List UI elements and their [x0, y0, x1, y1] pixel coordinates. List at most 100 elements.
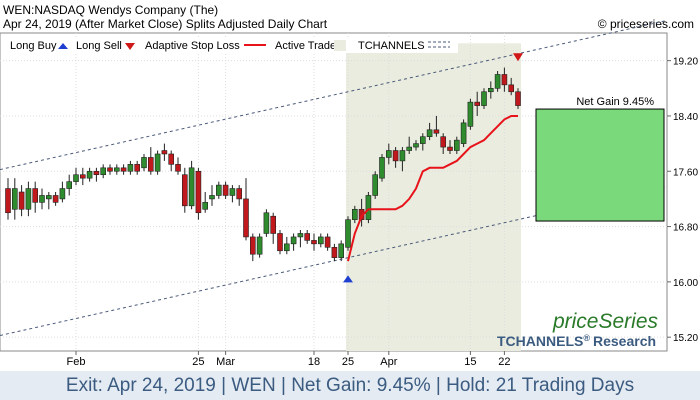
- y-tick-label: 16.80: [673, 223, 698, 234]
- candle-body: [317, 236, 324, 245]
- candle: [304, 230, 311, 244]
- candle: [467, 98, 474, 130]
- candle-body: [338, 243, 345, 258]
- legend-tchannels: TCHANNELS: [358, 40, 425, 52]
- candle-body: [494, 74, 501, 89]
- candle: [168, 150, 174, 172]
- candle-body: [311, 240, 317, 245]
- candle-body: [453, 139, 460, 151]
- candle: [25, 181, 32, 217]
- candle-body: [32, 188, 39, 203]
- candle: [93, 167, 100, 182]
- candle-body: [86, 170, 93, 179]
- candle: [114, 164, 120, 175]
- candle: [345, 216, 351, 251]
- candle: [86, 167, 93, 182]
- candle-body: [331, 247, 338, 258]
- candle-body: [114, 167, 120, 172]
- candle: [80, 167, 86, 186]
- candle-body: [345, 219, 351, 248]
- candle: [399, 147, 406, 172]
- candle-body: [148, 157, 154, 172]
- candle-body: [80, 174, 86, 179]
- chart-area: 15.20 16.00 16.80 17.60 18.40 19.20 Feb 25 Mar 18…: [0, 19, 698, 368]
- candle: [134, 160, 140, 175]
- price-chart: 15.20 16.00 16.80 17.60 18.40 19.20 Feb 25 Mar 18…: [0, 19, 698, 368]
- candle-body: [515, 91, 521, 106]
- candle: [5, 178, 11, 220]
- y-tick-label: 16.00: [673, 278, 698, 289]
- candle-body: [195, 170, 202, 214]
- active-trade-legend-swatch: [334, 40, 346, 51]
- candle: [324, 233, 331, 251]
- candle: [277, 230, 283, 255]
- adaptive-stop-loss-line: [347, 115, 518, 262]
- candle-body: [134, 164, 140, 172]
- candle-body: [161, 150, 168, 155]
- candle: [447, 140, 453, 154]
- candle: [45, 192, 52, 210]
- long-buy-icon: [58, 43, 68, 49]
- active-trade-shading: [346, 43, 521, 351]
- legend-active-trade: Active Trade: [275, 40, 336, 52]
- candle-body: [392, 150, 399, 162]
- candle-body: [270, 215, 277, 234]
- legend: Long Buy Long Sell Adaptive Stop Loss Ac…: [4, 37, 458, 53]
- trade-summary-footer: Exit: Apr 24, 2019 | WEN | Net Gain: 9.4…: [0, 371, 700, 400]
- net-gain-box: [535, 108, 665, 222]
- long-buy-marker: [343, 275, 353, 283]
- legend-adaptive-stop-loss: Adaptive Stop Loss: [145, 40, 240, 52]
- x-tick-label: 25: [342, 356, 354, 368]
- candle: [107, 164, 113, 175]
- candle: [175, 157, 181, 175]
- candle: [440, 133, 447, 154]
- candle-body: [487, 88, 494, 93]
- candle-body: [297, 233, 304, 238]
- site-credit: © priceseries.com: [597, 17, 694, 31]
- legend-long-sell: Long Sell: [76, 40, 122, 52]
- candle: [66, 174, 72, 196]
- candle-body: [5, 188, 11, 214]
- candle: [182, 167, 188, 213]
- candle: [283, 236, 290, 255]
- candle-body: [324, 236, 331, 248]
- candle-body: [168, 153, 174, 165]
- candle-body: [406, 146, 413, 151]
- candle-body: [222, 184, 229, 196]
- candle: [250, 233, 256, 262]
- candle-body: [460, 122, 467, 144]
- priceseries-logo: priceSeries: [552, 310, 659, 333]
- candle-body: [433, 129, 440, 134]
- candle: [297, 230, 304, 248]
- candle: [426, 122, 433, 141]
- candle: [256, 233, 263, 258]
- y-tick-label: 19.20: [673, 57, 698, 68]
- candle: [127, 160, 134, 175]
- registered-mark: ®: [583, 333, 590, 343]
- candle: [392, 147, 399, 168]
- candle: [487, 81, 494, 99]
- candle-body: [426, 129, 433, 137]
- candle-body: [209, 195, 215, 200]
- candle: [202, 192, 208, 213]
- candle: [73, 167, 79, 186]
- candle: [331, 243, 338, 262]
- candle-body: [290, 236, 297, 245]
- tchannels-brand: TCHANNELS® Research: [497, 333, 656, 349]
- candle: [154, 150, 161, 175]
- candle-body: [39, 195, 45, 203]
- long-sell-marker: [513, 53, 523, 62]
- candle: [263, 209, 270, 237]
- x-tick-label: 18: [308, 356, 320, 368]
- candle: [52, 192, 59, 206]
- candle: [18, 185, 25, 217]
- candle: [338, 240, 345, 262]
- candle: [351, 205, 358, 224]
- candle-body: [501, 74, 508, 86]
- candle-body: [127, 164, 134, 172]
- candle: [141, 153, 147, 172]
- candle: [419, 133, 426, 151]
- candle-body: [141, 157, 147, 169]
- candle: [290, 233, 297, 251]
- candle: [243, 178, 249, 241]
